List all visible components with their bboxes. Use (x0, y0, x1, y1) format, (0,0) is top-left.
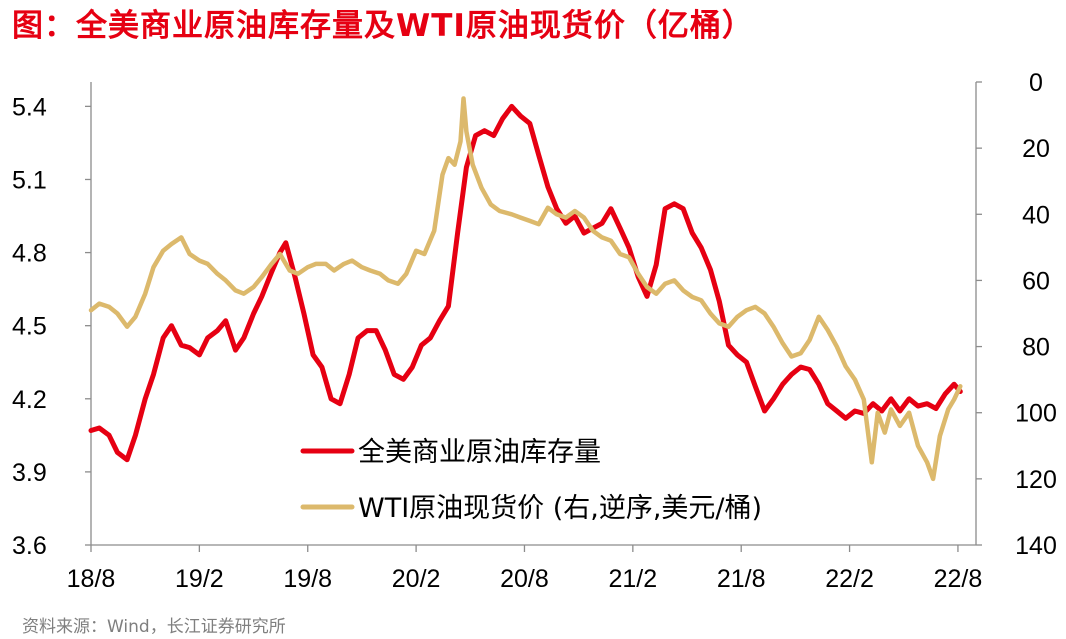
legend-label-inventory: 全美商业原油库存量 (358, 437, 601, 468)
y-left-tick-label: 3.9 (12, 459, 47, 487)
y-right-tick-label: 120 (1015, 466, 1057, 494)
y-left-tick-label: 4.8 (12, 240, 47, 268)
series-line-inventory (88, 103, 963, 463)
x-tick-label: 20/2 (392, 565, 441, 593)
chart-legend: 全美商业原油库存量 WTI原油现货价 (右,逆序,美元/桶) (300, 437, 762, 524)
chart-axes: 3.6 3.9 4.2 4.5 4.8 5.1 5.4 0 20 40 60 80 100 120 140 1… (12, 69, 1057, 593)
y-left-tick-label: 5.1 (12, 166, 47, 194)
x-tick-label: 18/8 (67, 565, 116, 593)
x-tick-label: 20/8 (500, 565, 549, 593)
y-right-tick-label: 100 (1015, 400, 1057, 428)
y-right-tick-label: 0 (1029, 69, 1043, 97)
y-right-tick-label: 80 (1022, 334, 1050, 362)
x-tick-label: 22/8 (934, 565, 983, 593)
x-tick-label: 21/2 (609, 565, 658, 593)
legend-label-wti: WTI原油现货价 (右,逆序,美元/桶) (358, 493, 762, 524)
series-line-wti (88, 96, 963, 482)
y-right-tick-label: 20 (1022, 135, 1050, 163)
x-tick-label: 21/8 (717, 565, 766, 593)
y-right-tick-label: 40 (1022, 201, 1050, 229)
x-tick-label: 19/2 (175, 565, 224, 593)
chart-title: 图：全美商业原油库存量及WTI原油现货价（亿桶） (12, 8, 754, 44)
y-left-tick-label: 4.5 (12, 313, 47, 341)
y-right-tick-label: 60 (1022, 267, 1050, 295)
x-tick-label: 19/8 (283, 565, 332, 593)
y-left-tick-label: 5.4 (12, 93, 47, 121)
y-right-tick-label: 140 (1015, 532, 1057, 560)
chart-series (88, 96, 963, 482)
source-note: 资料来源：Wind，长江证券研究所 (22, 617, 286, 637)
y-left-tick-label: 4.2 (12, 386, 47, 414)
x-tick-label: 22/2 (825, 565, 874, 593)
y-left-tick-label: 3.6 (12, 532, 47, 560)
